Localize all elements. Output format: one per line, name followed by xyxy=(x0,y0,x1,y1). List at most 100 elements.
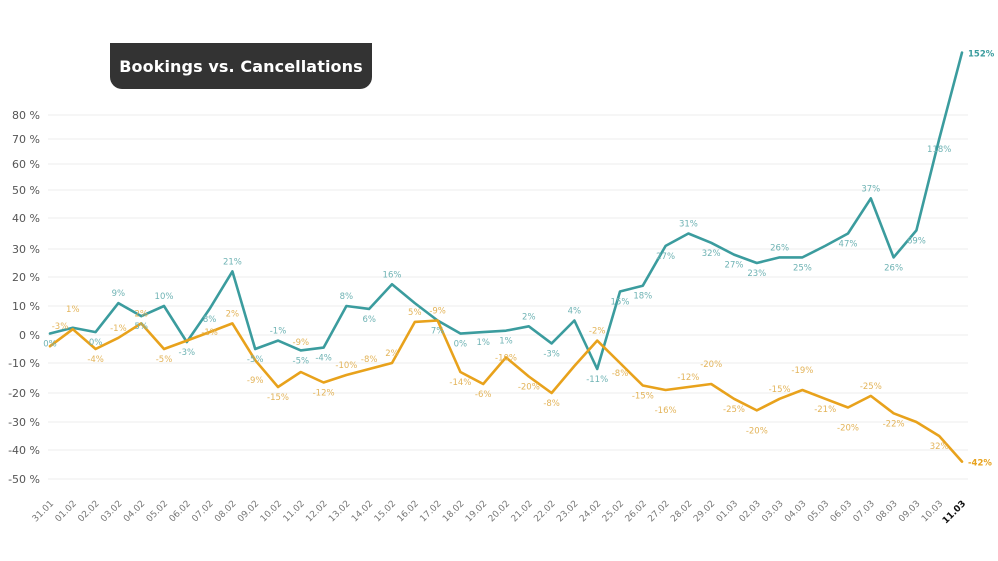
data-label: -12% xyxy=(313,389,335,399)
x-tick-label: 31.01 xyxy=(31,499,56,524)
x-tick-label: 02.02 xyxy=(76,499,101,524)
data-label: -3% xyxy=(52,322,69,332)
bookings-line xyxy=(48,51,964,371)
data-label: -15% xyxy=(632,392,654,402)
x-tick-label: 25.02 xyxy=(601,499,626,524)
x-tick-label: 05.03 xyxy=(806,499,831,524)
x-tick-label: 24.02 xyxy=(578,499,603,524)
x-tick-label: 03.02 xyxy=(99,499,124,524)
cancellations-line xyxy=(48,319,964,463)
y-tick-label: -30 % xyxy=(8,416,40,429)
data-label: -22% xyxy=(883,419,905,429)
x-tick-label: 16.02 xyxy=(396,499,421,524)
x-tick-label: 08.03 xyxy=(874,499,899,524)
x-tick-label: 17.02 xyxy=(418,499,443,524)
data-label: -20% xyxy=(700,360,722,370)
x-tick-label: 08.02 xyxy=(213,499,238,524)
x-tick-label: 06.03 xyxy=(829,499,854,524)
data-label: 26% xyxy=(770,243,789,253)
data-label: -4% xyxy=(315,354,332,364)
data-label: 152% xyxy=(968,50,995,60)
y-tick-label: 0 % xyxy=(19,329,40,342)
data-label: -20% xyxy=(746,426,768,436)
x-tick-label: 11.03 xyxy=(941,499,968,526)
data-label: -15% xyxy=(267,393,289,403)
data-label: 1% xyxy=(66,305,80,315)
x-tick-label: 09.03 xyxy=(897,499,922,524)
x-tick-label: 01.02 xyxy=(54,499,79,524)
data-label: -3% xyxy=(179,348,196,358)
x-tick-label: 19.02 xyxy=(464,499,489,524)
data-label: -5% xyxy=(247,355,264,365)
x-tick-label: 04.02 xyxy=(122,499,147,524)
y-tick-label: 50 % xyxy=(12,184,40,197)
data-label: 5% xyxy=(134,322,148,332)
data-label: -20% xyxy=(837,424,859,434)
chart-title: Bookings vs. Cancellations xyxy=(110,43,372,89)
x-tick-label: 26.02 xyxy=(624,499,649,524)
data-label: -19% xyxy=(791,366,813,376)
data-label: -1% xyxy=(201,328,218,338)
data-label: -8% xyxy=(612,369,629,379)
data-label: -11% xyxy=(586,375,608,385)
data-label: -5% xyxy=(156,355,173,365)
y-tick-label: 60 % xyxy=(12,158,40,171)
x-tick-label: 15.02 xyxy=(373,499,398,524)
y-tick-label: -20 % xyxy=(8,387,40,400)
data-label: -25% xyxy=(860,382,882,392)
y-tick-label: 20 % xyxy=(12,271,40,284)
data-label: 25% xyxy=(793,263,812,273)
data-label: 0% xyxy=(454,340,468,350)
data-label: 27% xyxy=(725,261,744,271)
y-tick-label: -50 % xyxy=(8,473,40,486)
data-label: -9% xyxy=(293,338,310,348)
data-label: 47% xyxy=(839,240,858,250)
data-label: -14% xyxy=(449,378,471,388)
x-tick-label: 01.03 xyxy=(715,499,740,524)
data-label: -5% xyxy=(293,356,310,366)
x-tick-label: 09.02 xyxy=(236,499,261,524)
data-label: 2% xyxy=(522,312,536,322)
data-label: -12% xyxy=(677,373,699,383)
data-label: 0% xyxy=(89,338,103,348)
data-label: 2% xyxy=(134,309,148,319)
data-label: 10% xyxy=(155,292,174,302)
y-tick-label: 30 % xyxy=(12,243,40,256)
data-label: 37% xyxy=(861,184,880,194)
x-tick-label: 10.02 xyxy=(259,499,284,524)
x-tick-label: 07.02 xyxy=(190,499,215,524)
y-tick-label: 80 % xyxy=(12,109,40,122)
data-label: 15% xyxy=(611,298,630,308)
x-tick-label: 03.03 xyxy=(760,499,785,524)
data-label: -6% xyxy=(475,390,492,400)
x-tick-label: 18.02 xyxy=(441,499,466,524)
data-label: -10% xyxy=(495,353,517,363)
x-tick-label: 05.02 xyxy=(145,499,170,524)
data-label: 5% xyxy=(408,308,422,318)
data-label: 6% xyxy=(362,315,376,325)
data-label: -8% xyxy=(361,355,378,365)
data-label: -1% xyxy=(110,324,127,334)
data-label: -15% xyxy=(769,385,791,395)
x-tick-label: 12.02 xyxy=(304,499,329,524)
x-tick-label: 11.02 xyxy=(282,499,307,524)
data-label: -20% xyxy=(518,383,540,393)
data-label: 9% xyxy=(112,289,126,299)
y-tick-label: 10 % xyxy=(12,300,40,313)
data-label: 27% xyxy=(656,252,675,262)
data-label: 8% xyxy=(203,315,217,325)
data-label: 69% xyxy=(907,236,926,246)
y-tick-label: -40 % xyxy=(8,444,40,457)
data-label: 0% xyxy=(43,340,57,350)
data-label: -9% xyxy=(429,307,446,317)
data-label: -42% xyxy=(968,459,992,469)
x-tick-label: 14.02 xyxy=(350,499,375,524)
data-label: 21% xyxy=(223,257,242,267)
data-label: 32% xyxy=(702,249,721,259)
data-label: -4% xyxy=(87,355,104,365)
data-label: -10% xyxy=(335,361,357,371)
x-tick-label: 20.02 xyxy=(487,499,512,524)
x-tick-label: 06.02 xyxy=(168,499,193,524)
data-label: 18% xyxy=(633,292,652,302)
